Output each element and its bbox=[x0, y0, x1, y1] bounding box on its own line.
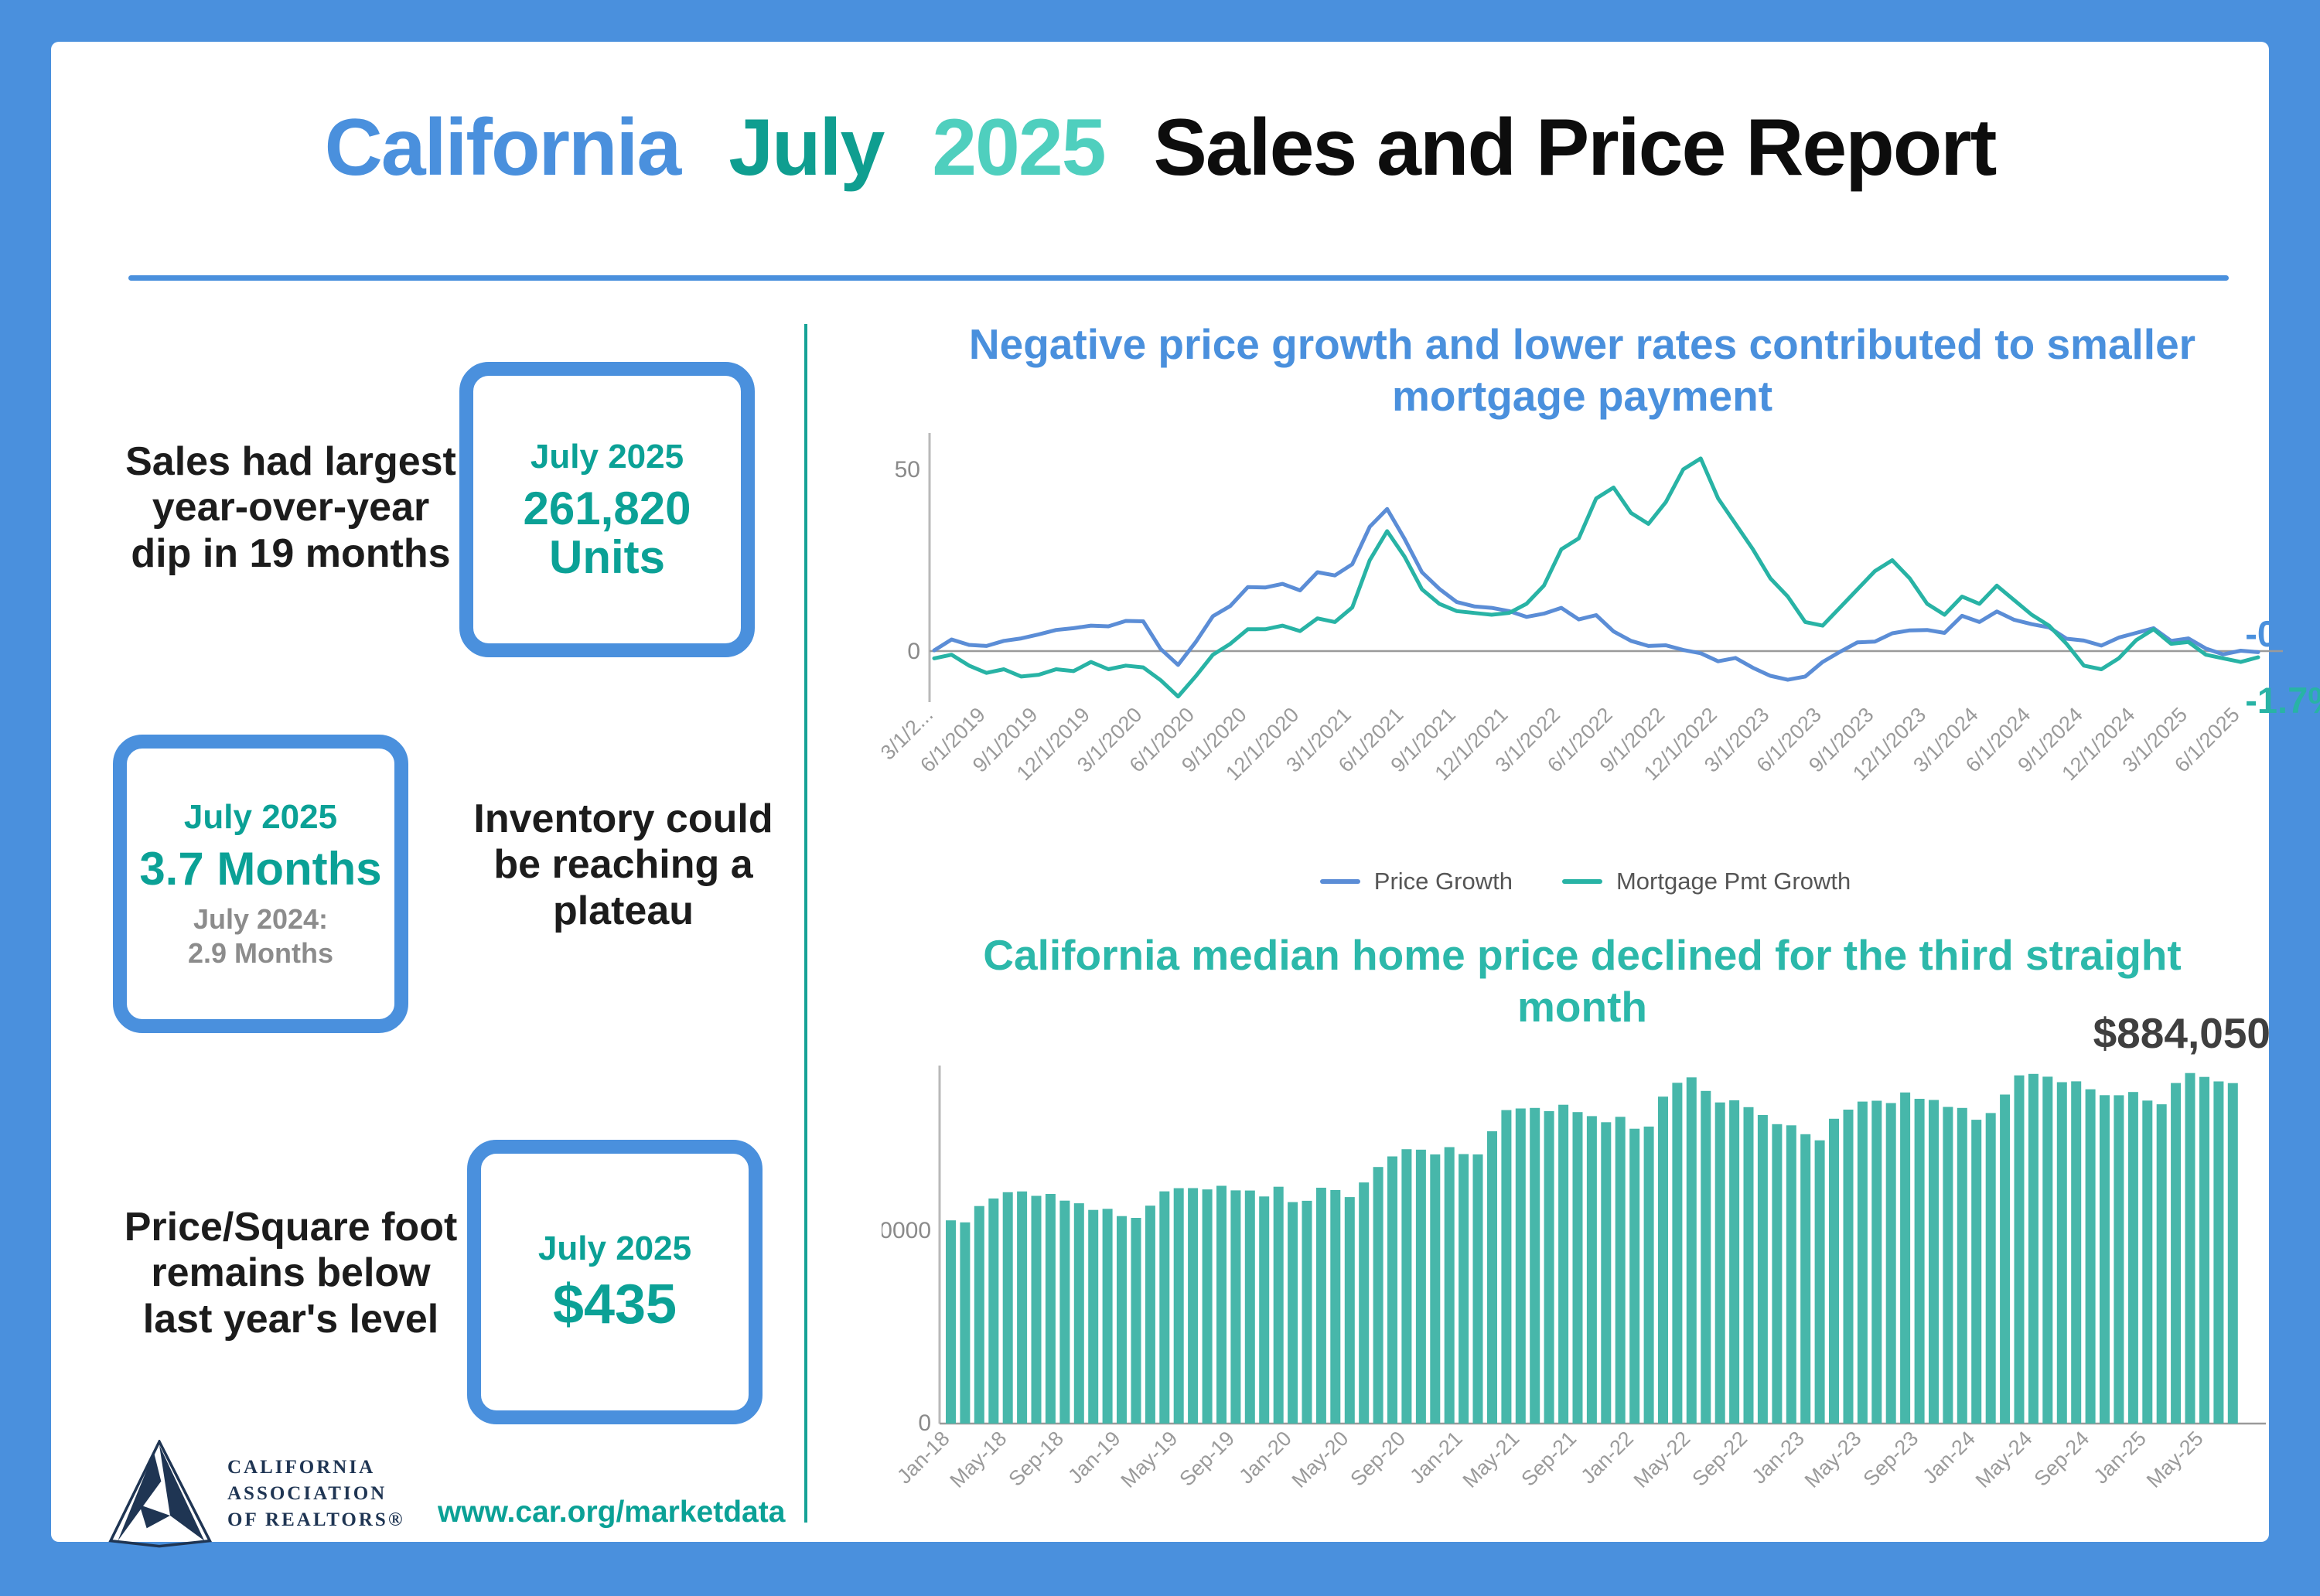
title-year: 2025 bbox=[932, 103, 1106, 193]
sales-stat-box: July 2025 261,820 Units bbox=[459, 362, 755, 657]
median-price-annotation: $884,050 bbox=[2093, 1009, 2271, 1057]
line-chart-title: Negative price growth and lower rates co… bbox=[968, 320, 2196, 421]
svg-text:Jan-24: Jan-24 bbox=[1918, 1427, 1980, 1489]
price-sqft-stat-box: July 2025 $435 bbox=[467, 1140, 763, 1424]
inventory-value: 3.7 Months bbox=[139, 843, 382, 895]
inventory-prior-label: July 2024: bbox=[193, 903, 329, 936]
sales-caption: Sales had largest year-over-year dip in … bbox=[125, 439, 456, 576]
svg-text:50: 50 bbox=[895, 457, 920, 483]
report-canvas: California July 2025 Sales and Price Rep… bbox=[51, 42, 2320, 1548]
inventory-stat-box: July 2025 3.7 Months July 2024: 2.9 Mont… bbox=[113, 735, 408, 1033]
mortgage-growth-legend-label: Mortgage Pmt Growth bbox=[1615, 868, 1851, 895]
logo-line-3: OF REALTORS® bbox=[227, 1509, 405, 1530]
inventory-prior-value: 2.9 Months bbox=[187, 936, 333, 969]
sales-value: 261,820 bbox=[523, 483, 691, 534]
svg-text:May-19: May-19 bbox=[1117, 1427, 1182, 1492]
title-underline bbox=[128, 275, 2229, 281]
svg-text:0: 0 bbox=[907, 639, 920, 664]
mortgage-growth-swatch bbox=[1561, 879, 1602, 884]
sales-period: July 2025 bbox=[530, 438, 684, 476]
svg-text:Sep-21: Sep-21 bbox=[1517, 1427, 1581, 1491]
svg-text:May-18: May-18 bbox=[946, 1427, 1012, 1492]
svg-text:May-24: May-24 bbox=[1971, 1427, 2037, 1492]
svg-text:Sep-19: Sep-19 bbox=[1175, 1427, 1239, 1491]
car-logo: CALIFORNIA ASSOCIATION OF REALTORS® bbox=[105, 1440, 405, 1548]
car-logo-icon bbox=[108, 1440, 213, 1548]
svg-text:Jan-20: Jan-20 bbox=[1234, 1427, 1296, 1489]
page-title: California July 2025 Sales and Price Rep… bbox=[51, 102, 2269, 194]
svg-text:Sep-24: Sep-24 bbox=[2030, 1427, 2094, 1491]
legend-item-mortgage-growth: Mortgage Pmt Growth bbox=[1561, 868, 1851, 895]
title-california: California bbox=[324, 103, 682, 193]
svg-text:May-21: May-21 bbox=[1459, 1427, 1524, 1492]
svg-text:Sep-20: Sep-20 bbox=[1346, 1427, 1410, 1491]
bar-chart-title: California median home price declined fo… bbox=[983, 931, 2182, 1032]
sales-unit: Units bbox=[549, 531, 665, 583]
svg-text:Jan-22: Jan-22 bbox=[1576, 1427, 1638, 1489]
svg-text:May-20: May-20 bbox=[1288, 1427, 1353, 1492]
legend-item-price-growth: Price Growth bbox=[1319, 868, 1513, 895]
svg-text:Jan-23: Jan-23 bbox=[1747, 1427, 1809, 1489]
svg-text:Jan-25: Jan-25 bbox=[2089, 1427, 2151, 1489]
logo-line-1: CALIFORNIA bbox=[227, 1457, 376, 1478]
price-growth-legend-label: Price Growth bbox=[1373, 868, 1513, 895]
price-growth-line-chart: 0503/1/2...6/1/20199/1/201912/1/20193/1/… bbox=[882, 433, 2283, 785]
inventory-period: July 2025 bbox=[183, 798, 338, 837]
median-price-bar-chart: 0500000Jan-18May-18Sep-18Jan-19May-19Sep… bbox=[882, 1066, 2266, 1492]
title-month: July bbox=[728, 103, 885, 193]
svg-text:Sep-18: Sep-18 bbox=[1004, 1427, 1068, 1491]
vertical-divider bbox=[804, 324, 807, 1523]
logo-line-2: ASSOCIATION bbox=[227, 1483, 387, 1505]
car-logo-text: CALIFORNIA ASSOCIATION OF REALTORS® bbox=[227, 1454, 405, 1533]
inventory-caption: Inventory could be reaching a plateau bbox=[473, 796, 773, 933]
title-rest: Sales and Price Report bbox=[1153, 103, 1997, 193]
svg-text:Sep-23: Sep-23 bbox=[1859, 1427, 1923, 1491]
svg-text:Jan-21: Jan-21 bbox=[1405, 1427, 1467, 1489]
price-sqft-value: $435 bbox=[552, 1274, 677, 1336]
mortgage-growth-end-label: -1.7% bbox=[2245, 680, 2320, 721]
marketdata-link[interactable]: www.car.org/marketdata bbox=[438, 1495, 786, 1529]
svg-text:Jan-19: Jan-19 bbox=[1063, 1427, 1125, 1489]
svg-text:May-23: May-23 bbox=[1800, 1427, 1866, 1492]
svg-text:Sep-22: Sep-22 bbox=[1687, 1427, 1752, 1491]
svg-text:0: 0 bbox=[918, 1410, 931, 1436]
price-growth-end-label: -0.3% bbox=[2245, 613, 2320, 654]
price-sqft-caption: Price/Square foot remains below last yea… bbox=[124, 1205, 458, 1342]
svg-text:May-25: May-25 bbox=[2142, 1427, 2208, 1492]
line-chart-legend: Price Growth Mortgage Pmt Growth bbox=[882, 868, 2289, 895]
price-sqft-period: July 2025 bbox=[537, 1229, 692, 1268]
svg-text:May-22: May-22 bbox=[1629, 1427, 1695, 1492]
price-growth-swatch bbox=[1319, 879, 1360, 884]
